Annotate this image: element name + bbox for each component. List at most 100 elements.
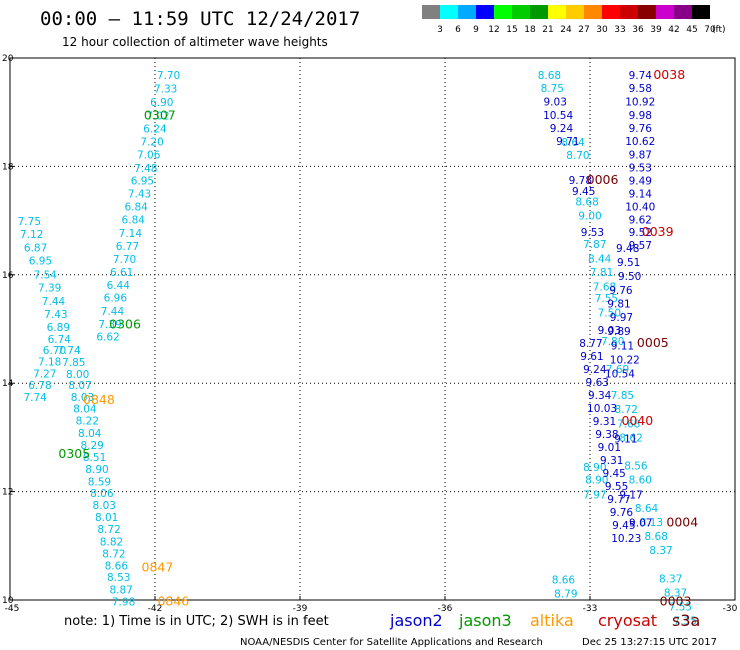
wave-height-label: 7.68 xyxy=(593,282,616,294)
wave-height-label: 8.72 xyxy=(97,524,120,536)
wave-height-label: 9.45 xyxy=(602,468,625,480)
wave-height-label: 7.55 xyxy=(595,293,618,305)
pass-time-label: 0004 xyxy=(666,514,698,529)
wave-height-label: 6.24 xyxy=(143,123,167,135)
colorbar-label: 45 xyxy=(686,25,697,35)
wave-height-label: 10.92 xyxy=(625,96,655,108)
pass-time-label: 0038 xyxy=(653,67,685,82)
colorbar-label: 27 xyxy=(578,25,589,35)
wave-height-label: 8.66 xyxy=(105,560,129,572)
wave-height-label: 9.97 xyxy=(610,312,633,324)
wave-height-label: 9.89 xyxy=(607,326,630,338)
wave-height-label: 9.31 xyxy=(593,416,616,428)
wave-height-label: 8.06 xyxy=(90,488,114,500)
colorbar-label: 39 xyxy=(650,25,662,35)
wave-height-label: 8.37 xyxy=(664,587,687,599)
plot-grid xyxy=(10,58,735,600)
wave-height-label: 8.72 xyxy=(615,404,638,416)
wave-height-label: 9.74 xyxy=(629,70,653,82)
colorbar-swatch xyxy=(476,5,494,19)
wave-height-label: 8.03 xyxy=(93,500,116,512)
pass-time-label: 0039 xyxy=(642,224,674,239)
units-note: note: 1) Time is in UTC; 2) SWH is in fe… xyxy=(64,614,329,629)
wave-height-label: 9.55 xyxy=(605,481,628,493)
wave-height-label: 6.61 xyxy=(110,267,133,279)
colorbar-swatch xyxy=(440,5,458,19)
colorbar-swatch xyxy=(512,5,530,19)
wave-height-label: 8.64 xyxy=(561,137,585,149)
colorbar-swatch xyxy=(674,5,692,19)
wave-height-label: 10.62 xyxy=(625,136,655,148)
wave-height-label: 6.96 xyxy=(104,293,128,305)
plot-frame xyxy=(9,57,736,601)
colorbar-label: 18 xyxy=(524,25,536,35)
colorbar-swatch xyxy=(422,5,440,19)
wave-height-label: 7.97 xyxy=(583,489,606,501)
data-points: 7.707.336.907.026.247.207.067.486.957.43… xyxy=(18,67,699,628)
wave-height-label: 9.76 xyxy=(610,507,634,519)
wave-height-label: 7.70 xyxy=(113,254,136,266)
wave-height-label: 8.62 xyxy=(619,432,642,444)
colorbar-swatch xyxy=(602,5,620,19)
pass-time-label: 0305 xyxy=(58,446,90,461)
wave-height-label: 9.24 xyxy=(550,123,574,135)
colorbar-swatch xyxy=(548,5,566,19)
wave-height-label: 7.27 xyxy=(33,368,56,380)
colorbar-swatch xyxy=(584,5,602,19)
plot-axes: -45 -42 -39 -36 -33 -30 10 12 14 16 18 20 xyxy=(2,54,738,614)
pass-time-label: 0846 xyxy=(157,594,189,609)
wave-height-label: 8.66 xyxy=(552,574,576,586)
wave-height-label: 6.78 xyxy=(28,380,51,392)
wave-height-label: 8.59 xyxy=(88,476,111,488)
wave-height-label: 9.17 xyxy=(619,489,642,501)
pass-time-label: 0006 xyxy=(587,172,619,187)
wave-height-label: 8.75 xyxy=(541,83,564,95)
colorbar-label: 3 xyxy=(437,25,443,35)
wave-height-label: 8.01 xyxy=(95,512,118,524)
y-tick-label: 10 xyxy=(2,596,14,606)
wave-height-label: 7.69 xyxy=(606,364,629,376)
y-tick-label: 16 xyxy=(2,271,14,281)
wave-height-label: 8.56 xyxy=(624,461,648,473)
wave-height-label: 9.45 xyxy=(572,186,595,198)
wave-height-label: 10.23 xyxy=(611,533,641,545)
wave-height-label: 8.90 xyxy=(583,462,606,474)
wave-height-label: 10.40 xyxy=(625,202,655,214)
wave-height-label: 8.29 xyxy=(80,440,103,452)
wave-height-label: 9.63 xyxy=(586,377,609,389)
wave-height-label: 7.55 xyxy=(669,602,692,614)
colorbar-label: 21 xyxy=(542,25,553,35)
wave-height-label: 8.72 xyxy=(102,548,125,560)
colorbar-label: 33 xyxy=(614,25,625,35)
colorbar-swatch xyxy=(656,5,674,19)
wave-height-label: 8.77 xyxy=(579,338,602,350)
wave-height-label: 9.11 xyxy=(614,433,637,445)
colorbar-label: 12 xyxy=(488,25,499,35)
wave-height-label: 9.45 xyxy=(612,520,635,532)
wave-height-label: 7.74 xyxy=(57,345,81,357)
wave-height-label: 8.22 xyxy=(76,416,99,428)
wave-height-label: 9.87 xyxy=(629,149,652,161)
wave-height-label: 7.85 xyxy=(62,357,85,369)
wave-height-label: 8.51 xyxy=(83,452,106,464)
wave-height-label: 6.95 xyxy=(131,175,154,187)
legend-altika: altika xyxy=(530,611,574,630)
x-tick-label: -33 xyxy=(583,604,598,614)
colorbar-swatch xyxy=(566,5,584,19)
colorbar-label: 70 xyxy=(704,25,716,35)
wave-height-label: 6.95 xyxy=(29,256,52,268)
wave-height-label: 7.35 xyxy=(674,616,697,628)
wave-height-label: 10.03 xyxy=(587,403,617,415)
wave-height-label: 9.34 xyxy=(588,390,612,402)
wave-height-label: 8.68 xyxy=(575,197,598,209)
wave-height-label: 7.18 xyxy=(38,357,61,369)
wave-height-label: 7.12 xyxy=(20,229,43,241)
wave-height-label: 8.44 xyxy=(588,254,612,266)
colorbar-label: 24 xyxy=(560,25,572,35)
wave-height-label: 6.87 xyxy=(24,243,47,255)
wave-height-label: 7.39 xyxy=(38,282,61,294)
wave-height-label: 8.00 xyxy=(66,369,89,381)
colorbar-label: 6 xyxy=(455,25,461,35)
wave-height-label: 10.54 xyxy=(543,110,573,122)
chart-title: 00:00 – 11:59 UTC 12/24/2017 xyxy=(40,8,360,30)
